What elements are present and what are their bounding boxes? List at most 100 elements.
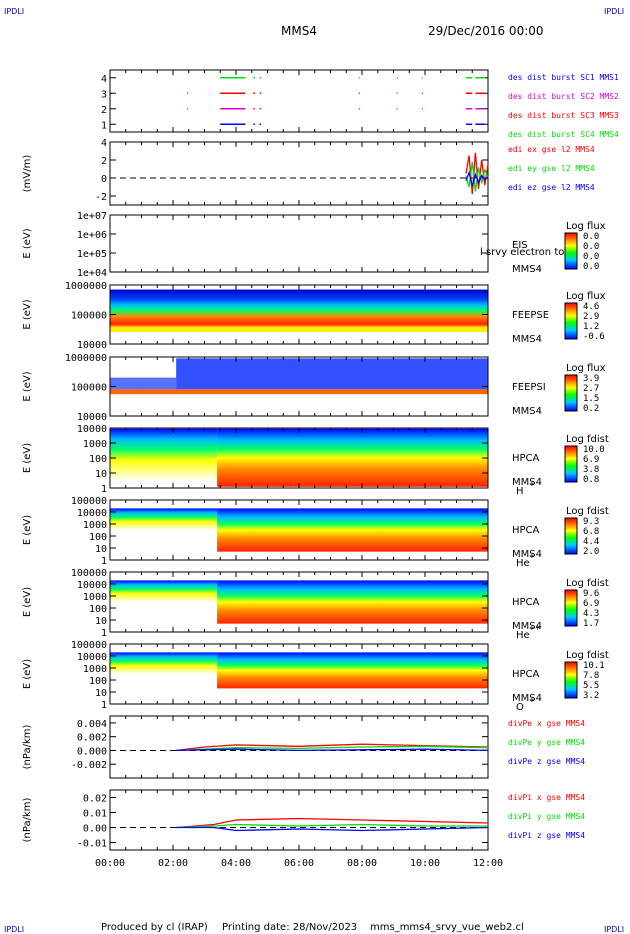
y-tick-label: -0.01 xyxy=(77,839,107,850)
colorbar-tick-label: 6.9 xyxy=(583,455,599,465)
x-tick-label: 04:00 xyxy=(221,858,251,869)
panel-hpca_he: E (eV) xyxy=(22,499,578,561)
legend-entry: edi ex gse l2 MMS4 xyxy=(508,145,595,154)
panel-hpca_o: E (eV) xyxy=(22,643,578,705)
y-tick-label: 1000000 xyxy=(65,281,107,292)
colorbar-title: Log fdist xyxy=(566,650,609,661)
x-tick-label: 08:00 xyxy=(347,858,377,869)
y-tick-label: 100000 xyxy=(71,311,107,322)
legend-entry: divPi x gse MMS4 xyxy=(508,793,585,802)
y-tick-label: 2 xyxy=(101,105,107,116)
legend-entry: des dist burst SC3 MMS3 xyxy=(508,111,619,120)
y-tick-label: 10000 xyxy=(77,412,107,423)
colorbar-title: Log fdist xyxy=(566,506,609,517)
y-tick-label: 1000 xyxy=(83,439,107,450)
species-charge: ++ xyxy=(529,624,541,632)
y-tick-label: 1e+04 xyxy=(77,268,107,279)
y-tick-label: 3 xyxy=(101,89,107,100)
colorbar xyxy=(564,661,578,699)
colorbar-tick-label: 9.6 xyxy=(583,589,599,599)
y-axis-label: (nPa/km) xyxy=(22,798,33,843)
colorbar-tick-label: 2.0 xyxy=(583,547,599,557)
y-axis-label: (mV/m) xyxy=(22,155,33,193)
y-tick-label: 10 xyxy=(95,616,107,627)
y-tick-label: 10000 xyxy=(77,508,107,519)
x-tick-label: 12:00 xyxy=(473,858,503,869)
y-tick-label: 4 xyxy=(101,138,107,149)
footer-produced-by: Produced by cl (IRAP) xyxy=(101,922,208,933)
legend-entry: divPe y gse MMS4 xyxy=(508,738,585,747)
y-tick-label: 1000000 xyxy=(65,353,107,364)
y-tick-label: 0.000 xyxy=(77,746,107,757)
overlay-text: l srvy electron to xyxy=(480,247,564,258)
y-tick-label: 0.002 xyxy=(77,733,107,744)
colorbar-tick-label: 5.5 xyxy=(583,681,599,691)
spectrogram-fill xyxy=(110,289,488,328)
legend-entry: edi ez gse l2 MMS4 xyxy=(508,183,595,192)
legend-entry: des dist burst SC2 MMS2 xyxy=(508,92,619,101)
spectrogram-fill-early xyxy=(110,377,177,390)
spectrogram-fill xyxy=(217,428,488,487)
colorbar-tick-label: 1.7 xyxy=(583,619,599,629)
y-axis-label: E (eV) xyxy=(22,659,33,689)
y-tick-label: 1e+07 xyxy=(77,211,107,222)
y-tick-label: 0.02 xyxy=(83,794,107,805)
y-tick-label: 0 xyxy=(101,174,107,185)
y-tick-label: 10000 xyxy=(77,424,107,435)
spacecraft-label: MMS4 xyxy=(512,477,542,488)
y-axis-label: E (eV) xyxy=(22,228,33,258)
panel-frame xyxy=(109,141,489,206)
colorbar-tick-label: 3.9 xyxy=(583,374,599,384)
panel-burst xyxy=(109,69,489,133)
y-tick-label: 2 xyxy=(101,156,107,167)
spectrogram-fill xyxy=(176,358,488,390)
y-tick-label: 100000 xyxy=(71,496,107,507)
y-axis-label: (nPa/km) xyxy=(22,725,33,770)
colorbar-tick-label: 4.6 xyxy=(583,302,599,312)
footer-printing-date: Printing date: 28/Nov/2023 xyxy=(222,922,357,933)
y-tick-label: 1 xyxy=(101,484,107,495)
footer-filename: mms_mms4_srvy_vue_web2.cl xyxy=(370,922,524,933)
colorbar-tick-label: 0.2 xyxy=(583,404,599,414)
y-tick-label: 4 xyxy=(101,74,107,85)
colorbar-tick-label: 1.5 xyxy=(583,394,599,404)
spectrogram-fill xyxy=(217,652,488,689)
y-axis-label: E (eV) xyxy=(22,515,33,545)
y-tick-label: -0.002 xyxy=(71,760,107,771)
colorbar-tick-label: 0.0 xyxy=(583,242,599,252)
y-tick-label: 1 xyxy=(101,556,107,567)
y-tick-label: 1 xyxy=(101,628,107,639)
colorbar-tick-label: 3.2 xyxy=(583,691,599,701)
panel-feepsi: E (eV) xyxy=(22,356,578,417)
colorbar xyxy=(564,374,578,412)
y-tick-label: 1000 xyxy=(83,520,107,531)
y-axis-label: E (eV) xyxy=(22,371,33,401)
corner-label-top-right: IPDLI xyxy=(604,7,624,16)
x-tick-label: 06:00 xyxy=(284,858,314,869)
y-tick-label: 0.01 xyxy=(83,809,107,820)
instrument-label: FEEPSE xyxy=(512,310,549,321)
legend-entry: divPe z gse MMS4 xyxy=(508,757,585,766)
spectrogram-fill-early xyxy=(110,428,218,481)
series-line xyxy=(465,152,489,195)
colorbar-tick-label: 4.4 xyxy=(583,537,599,547)
y-tick-label: 100000 xyxy=(71,383,107,394)
colorbar-tick-label: 2.9 xyxy=(583,312,599,322)
corner-label-bottom-left: IPDLI xyxy=(4,925,24,934)
spacecraft-label: MMS4 xyxy=(512,334,542,345)
spectrogram-fill xyxy=(217,580,488,624)
panel-edi: (mV/m) xyxy=(22,141,489,206)
panel-hpca_h: E (eV) xyxy=(22,427,578,489)
x-tick-label: 10:00 xyxy=(410,858,440,869)
spacecraft-label: MMS4 xyxy=(512,621,542,632)
y-axis-label: E (eV) xyxy=(22,299,33,329)
y-tick-label: 10 xyxy=(95,544,107,555)
spacecraft-label: MMS4 xyxy=(512,693,542,704)
y-axis-label: E (eV) xyxy=(22,587,33,617)
species-label: O xyxy=(516,702,524,713)
y-tick-label: 1000 xyxy=(83,592,107,603)
colorbar-tick-label: -0.6 xyxy=(583,332,605,342)
series-line xyxy=(465,170,489,187)
y-tick-label: 100 xyxy=(89,532,107,543)
species-label: He xyxy=(516,558,530,569)
